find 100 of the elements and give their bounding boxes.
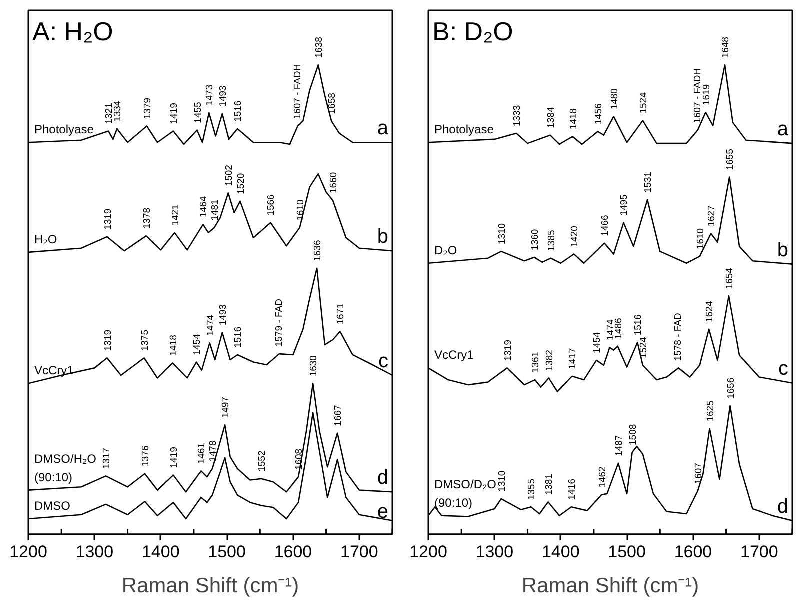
series-label: H₂O: [34, 232, 58, 246]
annotation: 1516: [633, 314, 644, 336]
annotation: 1474: [205, 314, 216, 336]
annotation: 1384: [546, 107, 557, 128]
series-label: DMSO: [34, 499, 70, 514]
annotation: b: [377, 226, 388, 248]
annotation: 1636: [312, 240, 324, 262]
series-label: VcCry1: [34, 364, 74, 378]
annotation: 1493: [218, 86, 229, 107]
annotation: 1607 - FADH: [692, 68, 704, 124]
annotation: 1607 - FADH: [292, 64, 304, 120]
annotation: 1627: [706, 206, 718, 227]
annotation: 1508: [628, 424, 639, 446]
annotation: 1625: [705, 400, 716, 422]
x-tick-label: 1200: [410, 542, 448, 562]
annotation: 1610: [295, 200, 306, 221]
annotation: 1379: [142, 98, 154, 120]
annotation: 1531: [643, 172, 654, 194]
annotation: 1524: [638, 337, 650, 358]
annotation: 1456: [593, 104, 604, 125]
annotation: 1361: [530, 352, 542, 374]
annotation: 1610: [695, 228, 706, 250]
annotation: c: [378, 350, 388, 372]
annotation: 1461: [196, 443, 208, 464]
annotation: 1607: [693, 463, 704, 484]
annotation: 1378: [142, 208, 153, 230]
annotation: 1579 - FAD: [274, 298, 285, 348]
annotation: 1487: [614, 435, 625, 456]
annotation: 1355: [526, 479, 538, 500]
annotation: 1552: [256, 450, 268, 472]
annotation: 1454: [592, 332, 604, 354]
x-tick-label: 1400: [142, 542, 180, 562]
chart-title: A: H₂O: [32, 16, 114, 46]
series-label: Photolyase: [434, 122, 494, 137]
x-tick-label: 1300: [476, 542, 514, 562]
annotation: 1310: [496, 223, 508, 245]
annotation: 1486: [613, 318, 624, 340]
annotation: 1656: [726, 378, 737, 400]
annotation: 1648: [720, 37, 732, 58]
x-tick-label: 1700: [340, 542, 378, 562]
annotation: 1319: [102, 330, 114, 352]
x-axis-title: Raman Shift (cm⁻¹): [522, 574, 700, 598]
annotation: a: [377, 118, 390, 140]
series-label: D₂O: [434, 243, 458, 258]
series-label: Photolyase: [34, 122, 94, 137]
annotation: 1667: [333, 405, 344, 426]
annotation: 1333: [512, 105, 524, 127]
annotation: 1578 - FAD: [673, 312, 684, 362]
annotation: 1478: [208, 440, 219, 462]
annotation: c: [778, 358, 788, 380]
annotation: 1480: [609, 88, 620, 110]
annotation: 1566: [266, 194, 278, 216]
annotation: 1638: [314, 37, 325, 58]
x-tick-label: 1600: [274, 542, 312, 562]
annotation: 1420: [570, 226, 581, 248]
annotation: 1481: [210, 200, 221, 221]
series-label: DMSO/H₂O (90:10): [34, 452, 96, 484]
annotation: 1376: [140, 446, 152, 467]
annotation: 1334: [112, 100, 124, 122]
annotation: 1660: [328, 172, 340, 194]
annotation: d: [377, 467, 388, 490]
annotation: 1319: [102, 208, 114, 230]
annotation: 1418: [568, 108, 580, 130]
annotation: 1418: [168, 335, 180, 356]
annotation: 1419: [168, 103, 180, 124]
annotation: 1466: [600, 215, 612, 236]
annotation: 1385: [546, 230, 558, 252]
annotation: 1524: [638, 92, 650, 114]
annotation: b: [777, 239, 788, 262]
annotation: 1455: [192, 102, 204, 124]
x-tick-label: 1500: [208, 542, 246, 562]
chart-title: B: D₂O: [432, 16, 514, 46]
annotation: 1421: [170, 204, 182, 226]
annotation: 1473: [204, 84, 216, 106]
x-tick-label: 1300: [76, 542, 114, 562]
annotation: 1630: [308, 356, 320, 377]
x-axis-title: Raman Shift (cm⁻¹): [122, 574, 300, 598]
series-label: DMSO/D₂O (90:10): [434, 478, 496, 510]
annotation: 1381: [544, 474, 555, 496]
x-tick-label: 1600: [674, 542, 712, 562]
x-tick-label: 1700: [740, 542, 778, 562]
x-tick-label: 1400: [542, 542, 580, 562]
x-tick-label: 1500: [608, 542, 646, 562]
annotation: 1317: [101, 448, 112, 470]
x-tick-label: 1200: [10, 542, 48, 562]
annotation: 1375: [140, 330, 151, 352]
annotation: a: [777, 118, 790, 141]
annotation: d: [777, 496, 788, 518]
annotation: 1654: [724, 268, 736, 290]
annotation: 1382: [544, 350, 556, 372]
annotation: 1516: [233, 100, 244, 122]
annotation: 1310: [496, 470, 508, 492]
annotation: 1454: [192, 334, 204, 356]
annotation: 1464: [198, 196, 210, 218]
annotation: 1497: [220, 397, 232, 418]
annotation: 1495: [619, 194, 630, 216]
annotation: 1671: [336, 304, 347, 325]
annotation: 1493: [218, 304, 229, 326]
annotation: 1502: [224, 165, 235, 186]
annotation: 1655: [725, 149, 736, 170]
